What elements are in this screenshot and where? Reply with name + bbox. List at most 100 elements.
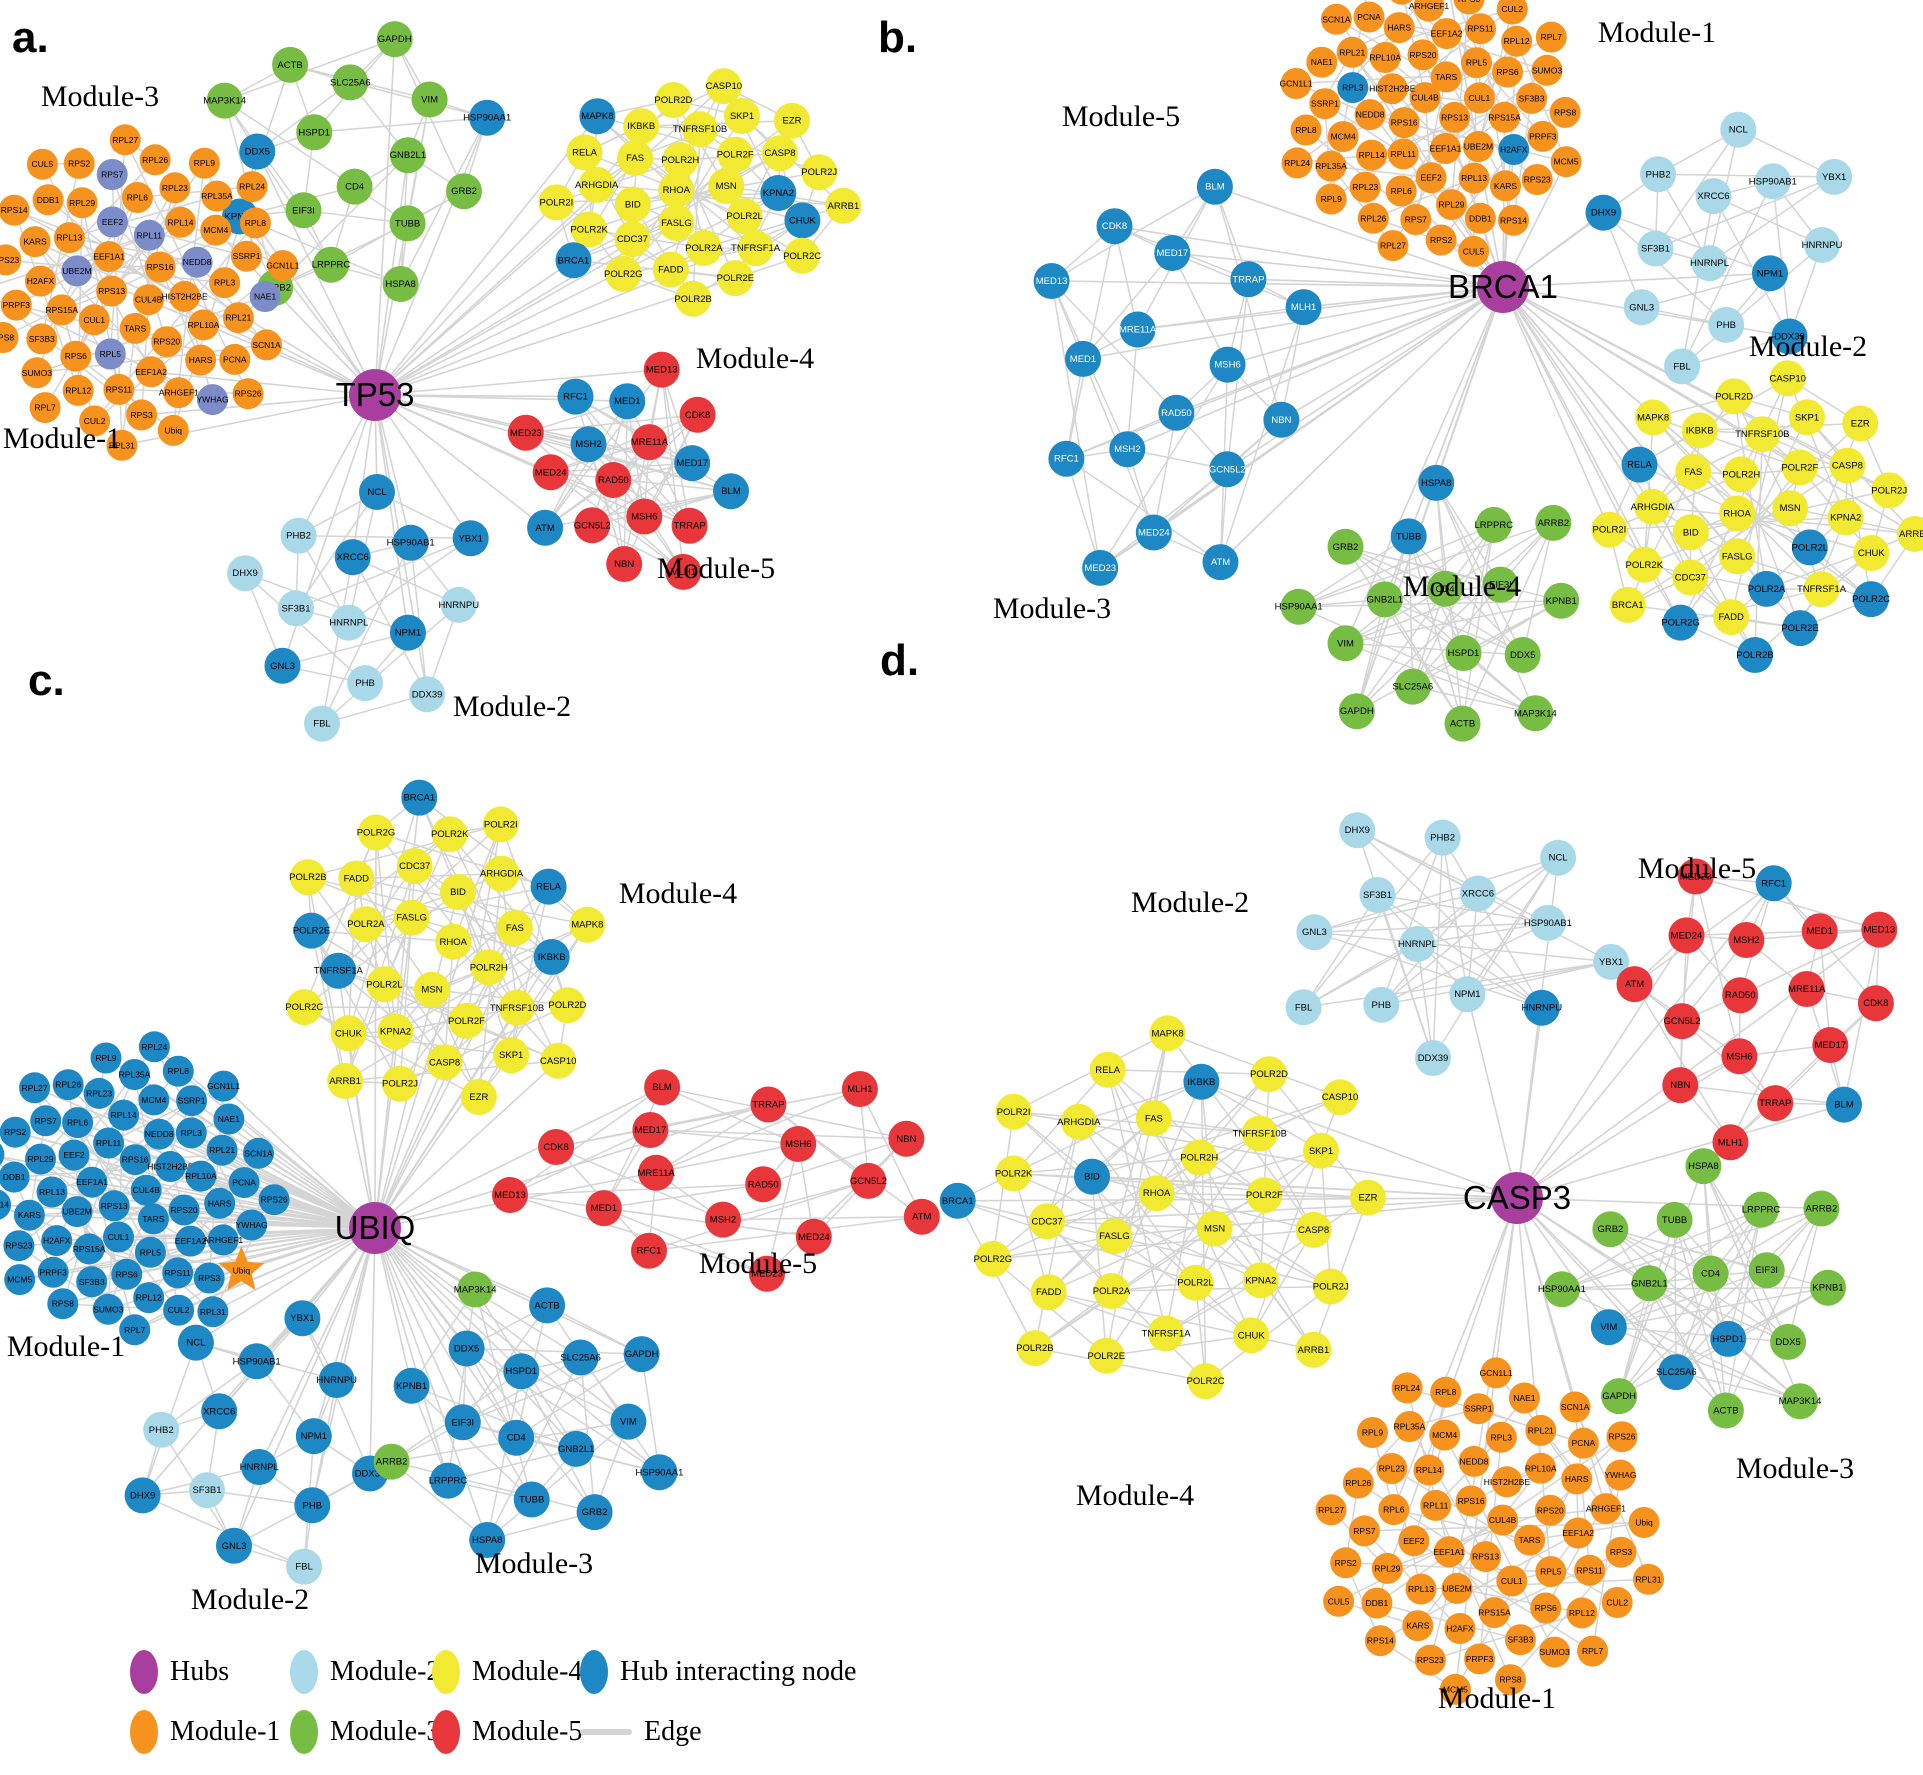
edge (447, 1289, 476, 1481)
node-label: RPL29 (28, 1154, 54, 1164)
node-circle (1535, 504, 1572, 541)
node-label: LRPPRC (312, 260, 351, 271)
node-circle (498, 1419, 535, 1456)
node-label: PHB2 (1430, 833, 1455, 844)
legend-item-module4: Module-4 (432, 1646, 582, 1698)
node-circle (389, 205, 426, 242)
edge (1356, 829, 1549, 924)
node-label: RPL14 (111, 1110, 137, 1120)
node-label: MAPK8 (571, 920, 603, 931)
node-circle (165, 206, 196, 238)
node-circle (103, 373, 135, 405)
node-label: MED13 (1863, 925, 1895, 936)
node-label: CUL1 (1469, 93, 1491, 103)
node-circle (61, 255, 93, 287)
node-circle (579, 98, 616, 135)
network-node: RPS11 (1465, 13, 1496, 45)
network-node: RPL27 (1377, 230, 1409, 262)
node-circle (1757, 1085, 1794, 1122)
node-circle (228, 1167, 260, 1199)
node-circle (1492, 56, 1523, 88)
hub-edge (1066, 286, 1504, 460)
node-circle (939, 1182, 976, 1219)
node-circle (121, 182, 153, 213)
node-label: DDX5 (1510, 650, 1535, 661)
network-node: FBL (304, 705, 340, 742)
hub-edge (374, 117, 488, 396)
hub-node: UBIQ (335, 1202, 415, 1254)
module-label: Module-4 (1076, 1479, 1194, 1512)
node-circle (1242, 1262, 1279, 1299)
node-label: RPS7 (1353, 1526, 1375, 1536)
hub-edge (233, 1227, 376, 1547)
node-circle (1030, 1274, 1067, 1311)
network-node: RFC1 (1048, 440, 1085, 477)
network-node: RPS14 (0, 1189, 12, 1220)
module-label: Module-2 (1749, 330, 1867, 363)
edge (1608, 1286, 1829, 1328)
node-circle (717, 136, 754, 173)
node-circle (1148, 1315, 1184, 1352)
network-node: YWHAG (1390, 0, 1413, 5)
node-label: MRE11A (637, 1168, 675, 1179)
node-circle (1060, 1103, 1097, 1140)
network-node: BLM (1196, 168, 1233, 205)
node-circle (111, 1258, 143, 1290)
node-label: RAD50 (598, 475, 629, 486)
node-circle (1566, 1597, 1598, 1629)
network-node: EEF1A2 (1562, 1517, 1594, 1549)
node-circle (1338, 693, 1375, 730)
node-label: DDX39 (355, 1469, 386, 1480)
edge (722, 1180, 869, 1221)
edge (555, 1146, 724, 1221)
node-circle (392, 524, 429, 561)
node-circle (109, 124, 141, 156)
legend-label: Module-1 (170, 1716, 281, 1747)
edge (1692, 471, 1872, 600)
node-label: POLR2A (1748, 584, 1786, 595)
edge (355, 878, 433, 991)
node-label: FBL (313, 719, 330, 730)
edge (414, 865, 568, 1006)
edge (391, 1461, 488, 1541)
edge (1435, 1505, 1512, 1680)
edge (1013, 1069, 1109, 1175)
module1-color-swatch (130, 1710, 158, 1754)
node-circle (239, 133, 276, 170)
node-label: BRCA1 (1612, 600, 1644, 611)
node-label: EZR (1851, 418, 1870, 429)
node-circle (1529, 904, 1566, 941)
node-label: PCNA (1357, 12, 1381, 22)
edge (1680, 588, 1822, 624)
node-label: RPL13 (39, 1187, 65, 1197)
network-node: PRPF3 (0, 289, 32, 321)
node-label: NPM1 (1454, 989, 1480, 1000)
network-node: POLR2J (382, 1065, 418, 1102)
node-label: RPL29 (1439, 200, 1465, 210)
edge (992, 1229, 1314, 1260)
edge (112, 221, 247, 257)
module5-color-swatch (432, 1710, 460, 1754)
network-node: MAP3K14 (454, 1271, 497, 1308)
node-label: RELA (536, 882, 561, 893)
node-label: EIF3I (1489, 580, 1512, 591)
network-node: MCM5 (4, 1264, 36, 1296)
network-node: HSP90AA1 (463, 99, 511, 136)
network-node: DDX5 (448, 1330, 485, 1367)
edge (452, 824, 502, 943)
node-circle (1857, 985, 1894, 1022)
node-label: POLR2C (285, 1002, 323, 1013)
node-circle (1675, 453, 1712, 490)
node-label: POLR2J (1871, 485, 1907, 496)
node-label: GRB2 (451, 186, 477, 197)
node-circle (850, 1162, 887, 1199)
node-circle (1285, 989, 1322, 1026)
edge (1314, 931, 1543, 1009)
network-node: RPS26 (232, 378, 264, 410)
network-node: ARRB2 (1803, 1190, 1840, 1227)
node-label: HSP90AA1 (463, 113, 511, 124)
edge (1754, 434, 1764, 656)
network-node: POLR2F (1246, 1177, 1283, 1214)
node-label: RFC1 (1054, 454, 1079, 465)
edge (1633, 983, 1732, 1143)
